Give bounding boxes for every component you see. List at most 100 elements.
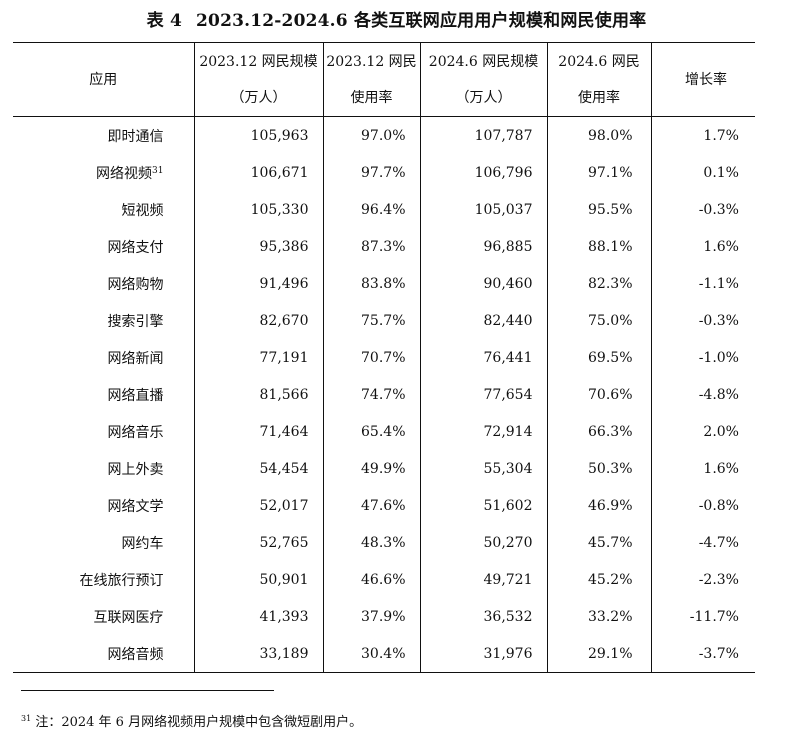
cell-jun-users: 50,270: [419, 524, 547, 561]
cell-app-name: 网络视频31: [13, 154, 194, 191]
cell-dec-users: 105,330: [193, 191, 323, 228]
app-name-value: 搜索引擎: [107, 313, 164, 330]
dec-rate-value: 87.3%: [361, 238, 406, 255]
growth-value: -1.1%: [698, 275, 739, 292]
table-row: 即时通信 105,963 97.0% 107,787 98.0% 1.7%: [13, 116, 755, 154]
cell-jun-rate: 45.2%: [546, 561, 651, 598]
header-app-label: 应用: [89, 71, 118, 88]
growth-value: -2.3%: [698, 571, 739, 588]
footnote: 31 注：2024 年 6 月网络视频用户规模中包含微短剧用户。: [21, 711, 362, 730]
header-jun-rate: 2024.6 网民 使用率: [546, 42, 651, 117]
jun-users-value: 31,976: [483, 645, 533, 662]
usage-table: 应用 2023.12 网民规模 （万人） 2023.12 网民 使用率 2024…: [13, 42, 755, 673]
jun-users-value: 49,721: [483, 571, 533, 588]
dec-rate-value: 96.4%: [361, 201, 406, 218]
dec-users-value: 95,386: [259, 238, 309, 255]
jun-rate-value: 82.3%: [588, 275, 633, 292]
jun-rate-value: 33.2%: [588, 608, 633, 625]
cell-app-name: 在线旅行预订: [13, 561, 194, 598]
growth-value: -1.0%: [698, 349, 739, 366]
cell-dec-rate: 70.7%: [322, 339, 420, 376]
cell-dec-users: 106,671: [193, 154, 323, 191]
header-dec-rate: 2023.12 网民 使用率: [322, 42, 420, 117]
table-row: 在线旅行预订 50,901 46.6% 49,721 45.2% -2.3%: [13, 561, 755, 598]
cell-dec-users: 95,386: [193, 228, 323, 265]
header-jun-users-line1: 2024.6 网民规模: [428, 53, 539, 70]
cell-app-name: 网络音乐: [13, 413, 194, 450]
app-name-value: 网上外卖: [107, 461, 164, 478]
app-name-value: 网络支付: [107, 239, 164, 256]
dec-users-value: 33,189: [259, 645, 309, 662]
dec-rate-value: 49.9%: [361, 460, 406, 477]
jun-rate-value: 88.1%: [588, 238, 633, 255]
app-name-value: 互联网医疗: [93, 609, 164, 626]
dec-rate-value: 83.8%: [361, 275, 406, 292]
table-title: 2023.12-2024.6 各类互联网应用用户规模和网民使用率: [196, 11, 647, 31]
table-row: 搜索引擎 82,670 75.7% 82,440 75.0% -0.3%: [13, 302, 755, 339]
cell-dec-rate: 97.0%: [322, 116, 420, 154]
jun-users-value: 76,441: [483, 349, 533, 366]
cell-jun-users: 72,914: [419, 413, 547, 450]
growth-value: -0.8%: [698, 497, 739, 514]
header-dec-users: 2023.12 网民规模 （万人）: [193, 42, 323, 117]
cell-dec-rate: 30.4%: [322, 635, 420, 673]
jun-users-value: 51,602: [483, 497, 533, 514]
cell-jun-users: 105,037: [419, 191, 547, 228]
cell-growth: -4.7%: [650, 524, 755, 561]
header-app: 应用: [13, 42, 194, 117]
cell-growth: -0.3%: [650, 191, 755, 228]
app-name-value: 网络音频: [107, 646, 164, 663]
cell-dec-rate: 83.8%: [322, 265, 420, 302]
header-jun-rate-line2: 使用率: [578, 89, 620, 106]
cell-dec-rate: 97.7%: [322, 154, 420, 191]
cell-growth: -1.0%: [650, 339, 755, 376]
dec-users-value: 41,393: [259, 608, 309, 625]
app-name-value: 短视频: [121, 202, 164, 219]
table-row: 网络直播 81,566 74.7% 77,654 70.6% -4.8%: [13, 376, 755, 413]
cell-jun-rate: 69.5%: [546, 339, 651, 376]
app-name-value: 即时通信: [107, 128, 164, 145]
header-jun-users: 2024.6 网民规模 （万人）: [419, 42, 547, 117]
jun-users-value: 107,787: [474, 127, 533, 144]
cell-jun-users: 77,654: [419, 376, 547, 413]
cell-jun-users: 31,976: [419, 635, 547, 673]
footnote-marker: 31: [21, 714, 32, 723]
jun-rate-value: 46.9%: [588, 497, 633, 514]
jun-users-value: 50,270: [483, 534, 533, 551]
cell-app-name: 网络购物: [13, 265, 194, 302]
cell-growth: 1.6%: [650, 450, 755, 487]
table-row: 网上外卖 54,454 49.9% 55,304 50.3% 1.6%: [13, 450, 755, 487]
cell-app-name: 网约车: [13, 524, 194, 561]
cell-growth: 2.0%: [650, 413, 755, 450]
jun-users-value: 36,532: [483, 608, 533, 625]
dec-rate-value: 97.0%: [361, 127, 406, 144]
cell-growth: -3.7%: [650, 635, 755, 673]
cell-growth: -0.8%: [650, 487, 755, 524]
cell-app-name: 搜索引擎: [13, 302, 194, 339]
dec-rate-value: 30.4%: [361, 645, 406, 662]
dec-rate-value: 74.7%: [361, 386, 406, 403]
cell-jun-users: 106,796: [419, 154, 547, 191]
app-name-value: 网络文学: [107, 498, 164, 515]
cell-app-name: 网络支付: [13, 228, 194, 265]
cell-dec-users: 91,496: [193, 265, 323, 302]
cell-dec-users: 54,454: [193, 450, 323, 487]
jun-users-value: 96,885: [483, 238, 533, 255]
header-dec-rate-line2: 使用率: [350, 89, 393, 106]
app-name-value: 在线旅行预订: [79, 572, 164, 589]
jun-rate-value: 66.3%: [588, 423, 633, 440]
header-dec-users-line2: （万人）: [230, 89, 287, 106]
cell-jun-users: 82,440: [419, 302, 547, 339]
jun-rate-value: 45.2%: [588, 571, 633, 588]
dec-rate-value: 75.7%: [361, 312, 406, 329]
table-row: 互联网医疗 41,393 37.9% 36,532 33.2% -11.7%: [13, 598, 755, 635]
cell-jun-rate: 66.3%: [546, 413, 651, 450]
dec-users-value: 54,454: [259, 460, 309, 477]
cell-dec-users: 105,963: [193, 116, 323, 154]
cell-dec-users: 71,464: [193, 413, 323, 450]
dec-users-value: 52,017: [259, 497, 309, 514]
cell-growth: -11.7%: [650, 598, 755, 635]
dec-rate-value: 48.3%: [361, 534, 406, 551]
cell-dec-rate: 47.6%: [322, 487, 420, 524]
cell-app-name: 互联网医疗: [13, 598, 194, 635]
